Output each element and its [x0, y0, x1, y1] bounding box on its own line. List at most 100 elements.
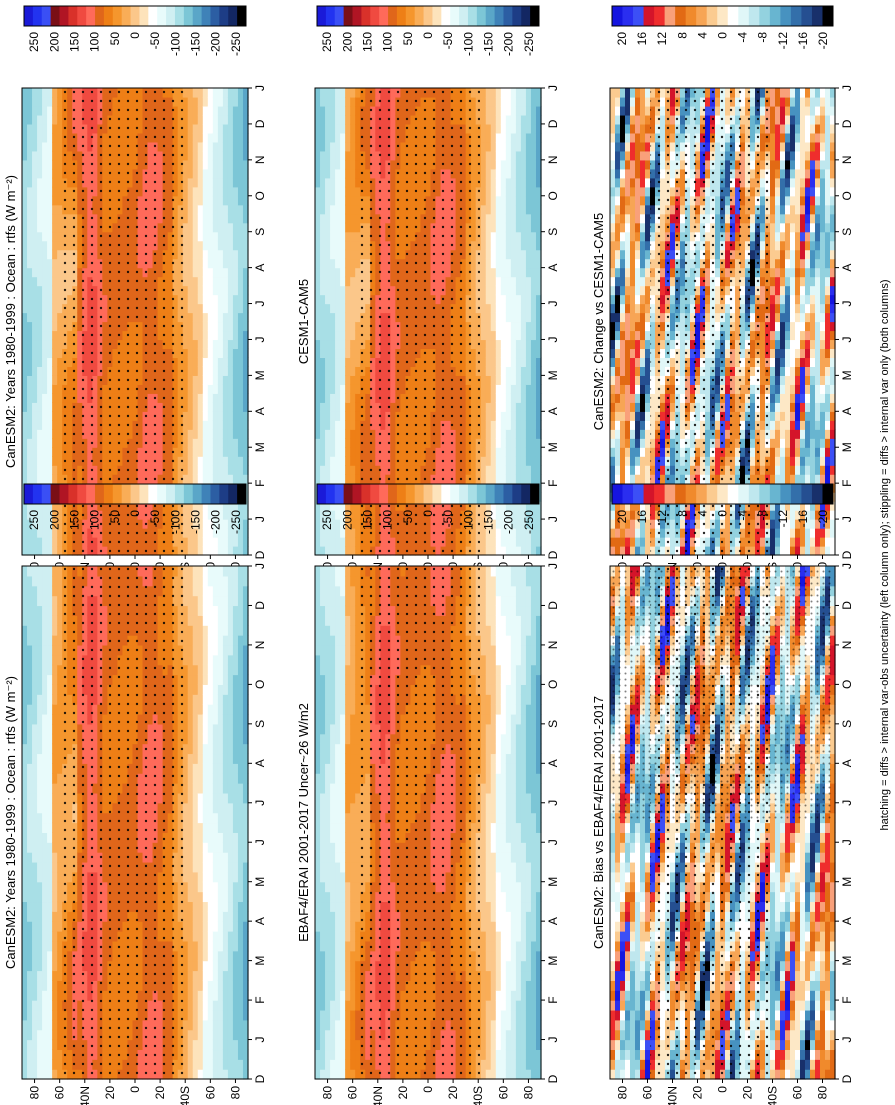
heatmap-cell — [207, 231, 214, 242]
heatmap-cell — [237, 105, 244, 116]
heatmap-cell — [32, 375, 38, 385]
heatmap-cell — [350, 88, 356, 98]
heatmap-cell — [530, 456, 537, 466]
heatmap-cell — [530, 546, 537, 556]
heatmap-cell — [480, 375, 487, 385]
heatmap-cell — [515, 114, 522, 125]
heatmap-cell — [217, 231, 224, 242]
heatmap-cell — [227, 384, 234, 394]
heatmap-cell — [242, 537, 249, 547]
heatmap-cell — [207, 213, 214, 224]
heatmap-cell — [335, 465, 341, 475]
heatmap-cell — [37, 474, 43, 484]
heatmap-cell — [22, 213, 28, 224]
heatmap-cell — [615, 195, 621, 206]
heatmap-cell — [325, 231, 331, 242]
heatmap-cell — [320, 510, 326, 520]
heatmap-cell — [212, 366, 219, 376]
heatmap-cell — [57, 384, 63, 394]
heatmap-cell — [192, 339, 199, 350]
heatmap-cell — [335, 258, 341, 269]
heatmap-cell — [340, 150, 346, 161]
heatmap-cell — [325, 159, 331, 170]
heatmap-cell — [480, 546, 487, 556]
heatmap-cell — [37, 195, 43, 206]
heatmap-cell — [515, 366, 522, 376]
heatmap-cell — [345, 240, 351, 251]
heatmap-cell — [52, 393, 58, 403]
heatmap-cell — [227, 519, 234, 529]
heatmap-cell — [350, 258, 356, 269]
heatmap-cell — [330, 222, 336, 233]
heatmap-cell — [42, 519, 48, 529]
heatmap-cell — [340, 456, 346, 466]
heatmap-cell — [325, 474, 331, 484]
heatmap-cell — [227, 96, 234, 107]
heatmap-cell — [610, 276, 616, 287]
heatmap-cell — [480, 474, 487, 484]
heatmap-cell — [325, 276, 331, 287]
heatmap-cell — [217, 330, 224, 341]
heatmap-cell — [320, 537, 326, 547]
heatmap-cell — [232, 447, 239, 457]
heatmap-cell — [615, 528, 621, 538]
heatmap-cell — [320, 285, 326, 296]
heatmap-cell — [495, 213, 502, 224]
heatmap-cell — [480, 168, 487, 179]
heatmap-cell — [320, 294, 326, 305]
heatmap-cell — [217, 195, 224, 206]
heatmap-cell — [515, 375, 522, 385]
heatmap-cell — [27, 285, 33, 296]
heatmap-cell — [27, 546, 33, 556]
heatmap-cell — [217, 429, 224, 439]
heatmap-cell — [207, 384, 214, 394]
heatmap-cell — [42, 501, 48, 511]
heatmap-cell — [340, 204, 346, 215]
heatmap-cell — [42, 348, 48, 359]
heatmap-cell — [325, 88, 331, 98]
heatmap-cell — [52, 501, 58, 511]
heatmap-cell — [37, 114, 43, 125]
heatmap-cell — [485, 438, 492, 448]
heatmap-cell — [57, 276, 63, 287]
heatmap-cell — [47, 510, 53, 520]
heatmap-cell — [212, 348, 219, 359]
heatmap-cell — [32, 168, 38, 179]
heatmap-cell — [237, 285, 244, 296]
heatmap-cell — [625, 231, 631, 242]
heatmap-cell — [350, 474, 356, 484]
heatmap-cell — [615, 240, 621, 251]
heatmap-cell — [485, 168, 492, 179]
heatmap-cell — [227, 510, 234, 520]
heatmap-cell — [202, 366, 209, 376]
heatmap-cell — [500, 393, 507, 403]
heatmap-cell — [47, 222, 53, 233]
heatmap-cell — [222, 88, 229, 98]
heatmap-cell — [520, 330, 527, 341]
heatmap-cell — [237, 186, 244, 197]
heatmap-cell — [32, 303, 38, 314]
heatmap-cell — [525, 204, 532, 215]
heatmap-cell — [620, 177, 626, 188]
heatmap-cell — [47, 186, 53, 197]
heatmap-cell — [490, 546, 497, 556]
heatmap-cell — [515, 276, 522, 287]
heatmap-cell — [505, 393, 512, 403]
heatmap-cell — [232, 366, 239, 376]
heatmap-cell — [335, 267, 341, 278]
heatmap-cell — [490, 474, 497, 484]
heatmap-cell — [515, 231, 522, 242]
heatmap-cell — [212, 168, 219, 179]
heatmap-cell — [52, 348, 58, 359]
heatmap-cell — [525, 105, 532, 116]
heatmap-cell — [495, 258, 502, 269]
heatmap-cell — [192, 123, 199, 134]
heatmap-cell — [480, 348, 487, 359]
heatmap-cell — [52, 438, 58, 448]
heatmap-cell — [192, 456, 199, 466]
heatmap-cell — [217, 321, 224, 332]
heatmap-cell — [212, 393, 219, 403]
heatmap-cell — [232, 303, 239, 314]
heatmap-cell — [222, 132, 229, 143]
heatmap-cell — [530, 429, 537, 439]
